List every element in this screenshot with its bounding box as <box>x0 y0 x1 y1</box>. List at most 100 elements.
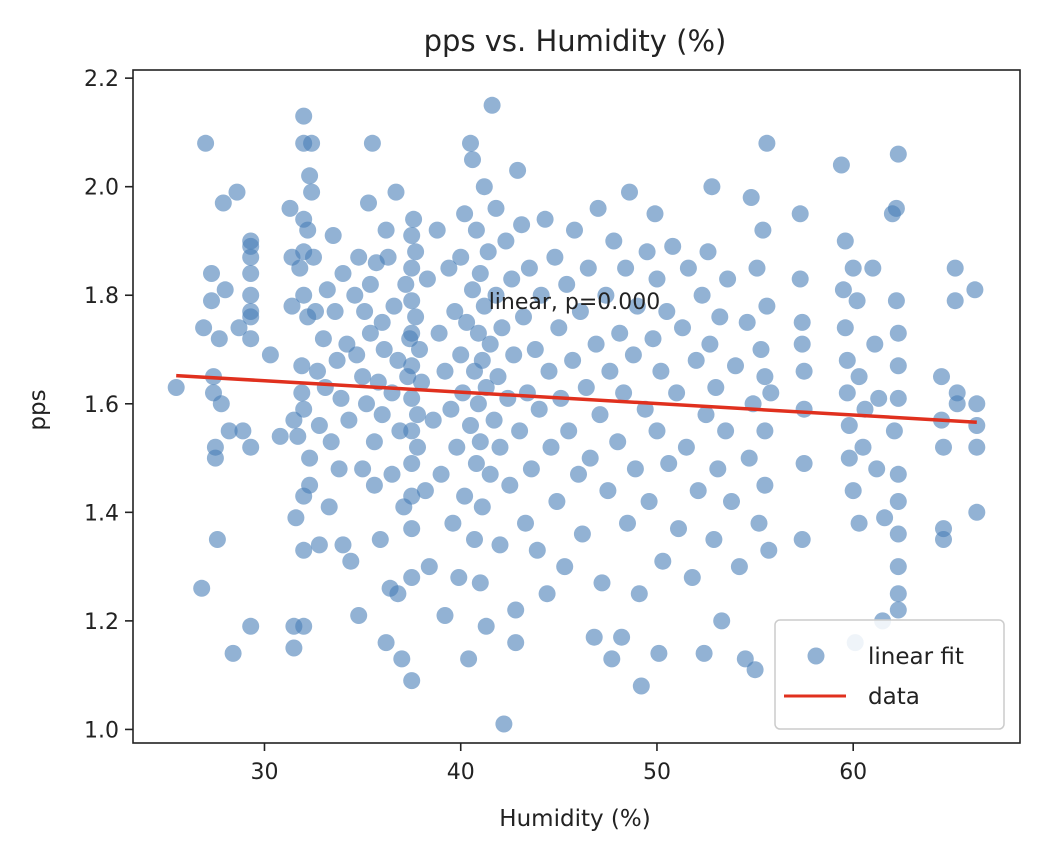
data-point <box>705 531 723 548</box>
data-point <box>754 221 772 239</box>
data-point <box>440 259 458 277</box>
data-point <box>379 248 397 266</box>
data-point <box>550 319 568 337</box>
data-point <box>383 465 401 483</box>
data-point <box>301 449 319 467</box>
data-point <box>617 259 635 277</box>
data-point <box>889 585 907 603</box>
data-point <box>889 525 907 543</box>
data-point <box>599 482 617 500</box>
data-point <box>674 319 691 337</box>
data-point <box>485 411 503 429</box>
data-point <box>793 531 811 548</box>
data-point <box>515 308 532 326</box>
data-point <box>664 237 682 255</box>
data-point <box>403 487 421 505</box>
data-point <box>711 308 729 326</box>
data-point <box>371 531 389 548</box>
data-point <box>740 449 758 467</box>
data-point <box>448 438 466 456</box>
data-point <box>326 303 344 320</box>
data-point <box>342 552 360 570</box>
data-point <box>324 227 342 244</box>
data-point <box>738 313 756 331</box>
data-point <box>466 531 483 548</box>
data-point <box>432 465 450 483</box>
data-point <box>528 541 546 559</box>
data-point <box>717 422 735 440</box>
data-point <box>234 422 252 440</box>
legend-box <box>774 619 1005 730</box>
data-point <box>597 286 615 304</box>
data-point <box>481 465 499 483</box>
data-point <box>450 569 468 586</box>
data-point <box>411 341 428 358</box>
data-point <box>193 579 211 597</box>
data-point <box>699 243 717 261</box>
data-point <box>295 107 313 125</box>
data-point <box>361 275 379 293</box>
data-point <box>363 134 381 152</box>
data-point <box>795 400 813 418</box>
data-point <box>793 313 811 331</box>
data-point <box>420 558 438 576</box>
data-point <box>487 286 505 304</box>
data-point <box>293 384 311 402</box>
data-point <box>585 628 603 646</box>
data-point <box>475 178 493 196</box>
data-point <box>373 313 391 331</box>
data-point <box>689 482 707 500</box>
data-point <box>703 178 721 196</box>
data-point <box>393 650 411 668</box>
data-point <box>403 672 421 690</box>
data-point <box>933 368 950 386</box>
data-point <box>452 248 470 266</box>
data-point <box>503 270 521 288</box>
data-point <box>530 400 548 418</box>
data-point <box>228 183 246 201</box>
data-point <box>750 514 768 532</box>
data-point <box>464 151 481 169</box>
legend[interactable]: linear fit data <box>774 619 1005 730</box>
data-point <box>328 351 346 369</box>
data-point <box>758 297 776 315</box>
y-axis-ticks: 1.0 1.2 1.4 1.6 1.8 2.0 2.2 <box>84 67 133 743</box>
data-point <box>968 395 986 413</box>
data-point <box>373 406 391 424</box>
data-point <box>609 433 627 451</box>
y-axis-label: pps <box>25 389 51 430</box>
data-point <box>295 617 313 635</box>
data-point <box>338 335 356 353</box>
data-point <box>389 351 407 369</box>
data-point <box>844 482 862 500</box>
data-point <box>242 438 260 456</box>
data-point <box>605 232 623 250</box>
data-point <box>428 221 446 239</box>
data-point <box>587 335 605 353</box>
data-point <box>452 346 470 364</box>
data-point <box>603 650 621 668</box>
data-point <box>889 145 907 163</box>
data-point <box>418 270 436 288</box>
data-point <box>365 476 383 494</box>
data-point <box>566 221 583 239</box>
data-point <box>403 455 421 472</box>
data-point <box>493 319 511 337</box>
data-point <box>507 634 525 652</box>
data-point <box>658 303 676 320</box>
data-point <box>469 395 487 413</box>
data-point <box>966 281 984 299</box>
data-point <box>573 525 591 543</box>
data-point <box>387 183 405 201</box>
data-point <box>593 574 611 592</box>
data-point <box>330 460 348 478</box>
data-point <box>571 303 589 320</box>
data-point <box>220 422 238 440</box>
data-point <box>791 270 809 288</box>
data-point <box>518 384 536 402</box>
data-point <box>505 346 523 364</box>
data-point <box>889 493 907 510</box>
data-point <box>471 265 489 282</box>
fit-line-layer <box>176 373 977 424</box>
data-point <box>713 612 731 630</box>
